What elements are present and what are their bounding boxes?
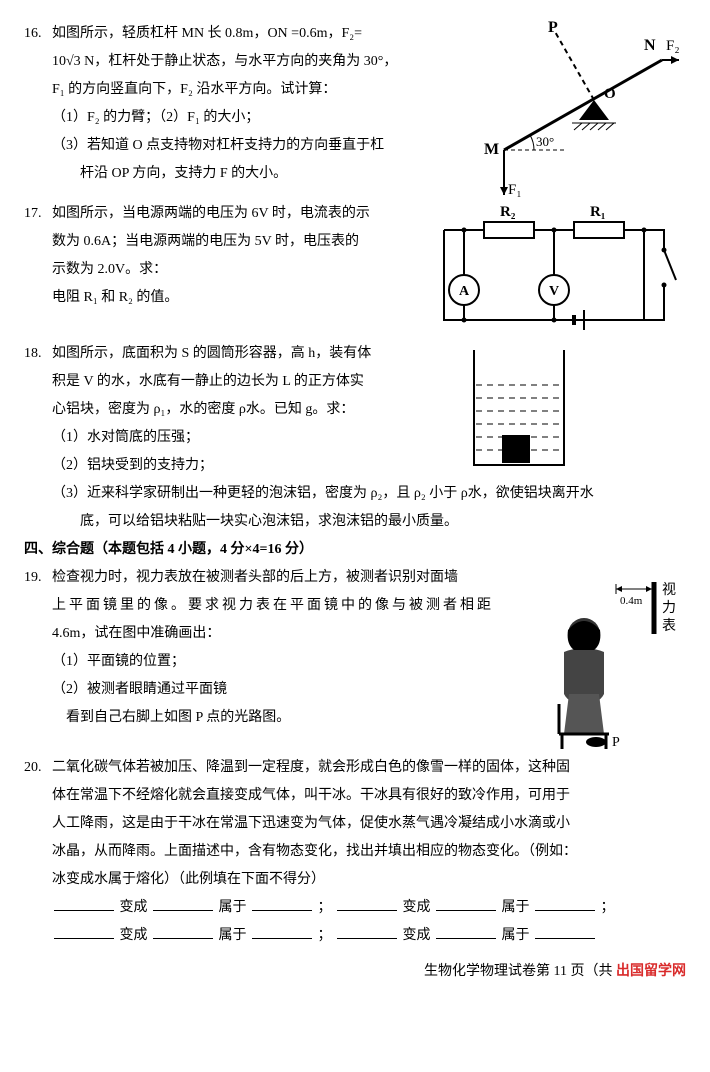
q20-line4: 冰晶，从而降雨。上面描述中，含有物态变化，找出并填出相应的物态变化。（例如： — [24, 838, 686, 866]
q20-line3: 人工降雨，这是由于干冰在常温下迅速变为气体，促使水蒸气遇冷凝结成小水滴或小 — [24, 810, 686, 838]
q17-number: 17. — [24, 200, 52, 228]
blank[interactable] — [535, 895, 595, 911]
q16-label-N: N — [644, 37, 656, 54]
q18-line3: 心铝块，密度为 ρ₁，水的密度 ρ水。已知 g。求： — [24, 396, 444, 424]
q17-line2: 数为 0.6A；当电源两端的电压为 5V 时，电压表的 — [24, 228, 424, 256]
q19-number: 19. — [24, 564, 52, 592]
q17: 17. 如图所示，当电源两端的电压为 6V 时，电流表的示 数为 0.6A；当电… — [24, 200, 686, 340]
q20-number: 20. — [24, 754, 52, 782]
q20: 20. 二氧化碳气体若被加压、降温到一定程度，就会形成白色的像雪一样的固体，这种… — [24, 754, 686, 950]
blank[interactable] — [153, 923, 213, 939]
blank[interactable] — [54, 923, 114, 939]
q18-line2: 积是 V 的水，水底有一静止的边长为 L 的正方体实 — [24, 368, 444, 396]
blank[interactable] — [436, 895, 496, 911]
q16: 16. 如图所示，轻质杠杆 MN 长 0.8m，ON =0.6m，F₂= 10√… — [24, 20, 686, 200]
q17-figure: R₂ R₁ A V — [424, 200, 684, 340]
blank[interactable] — [252, 923, 312, 939]
q16-figure: P N F₂ O M 30° F₁ — [444, 20, 684, 200]
q17-label-R1: R₁ — [590, 204, 605, 220]
q19-line2: 上平面镜里的像。要求视力表在平面镜中的像与被测者相距 — [24, 592, 504, 620]
section4-title: 四、综合题（本题包括 4 小题，4 分×4=16 分） — [24, 536, 686, 564]
q18-line1: 如图所示，底面积为 S 的圆筒形容器，高 h，装有体 — [52, 340, 444, 368]
q19: 19. 检查视力时，视力表放在被测者头部的后上方，被测者识别对面墙 上平面镜里的… — [24, 564, 686, 754]
q16-label-F2: F₂ — [666, 38, 680, 54]
blank[interactable] — [252, 895, 312, 911]
q18-figure — [444, 340, 594, 480]
q20-blanks-row2: 变成 属于 ； 变成 属于 — [24, 922, 686, 950]
q19-sub3: 看到自己右脚上如图 P 点的光路图。 — [24, 704, 504, 732]
q19-figure: 视 力 表 0.4m P — [504, 564, 684, 754]
q19-sub2: （2）被测者眼睛通过平面镜 — [24, 676, 504, 704]
q18-sub2: （2）铝块受到的支持力； — [24, 452, 444, 480]
q16-label-M: M — [484, 141, 499, 158]
q17-line1: 如图所示，当电源两端的电压为 6V 时，电流表的示 — [52, 200, 424, 228]
q20-line1: 二氧化碳气体若被加压、降温到一定程度，就会形成白色的像雪一样的固体，这种固 — [52, 754, 686, 782]
page-footer: 生物化学物理试卷第 11 页（共 出国留学网 — [24, 958, 686, 986]
q16-label-angle: 30° — [536, 134, 554, 149]
svg-text:表: 表 — [662, 618, 676, 634]
blank[interactable] — [436, 923, 496, 939]
q19-label-chart1: 视 — [662, 582, 676, 598]
footer-text: 生物化学物理试卷第 11 页（共 — [424, 964, 612, 979]
q17-line4: 电阻 R₁ 和 R₂ 的值。 — [24, 284, 424, 312]
q16-sub1: （1）F₂ 的力臂；（2）F₁ 的大小； — [24, 104, 444, 132]
blank[interactable] — [153, 895, 213, 911]
q17-label-A: A — [459, 284, 470, 299]
q18-sub1: （1）水对筒底的压强； — [24, 424, 444, 452]
q19-label-dist: 0.4m — [620, 595, 643, 607]
q16-label-P: P — [548, 20, 558, 36]
q19-sub1: （1）平面镜的位置； — [24, 648, 504, 676]
q16-label-F1: F₁ — [508, 182, 522, 198]
q16-line1: 如图所示，轻质杠杆 MN 长 0.8m，ON =0.6m，F₂= — [52, 20, 444, 48]
q18-sub3b: 底，可以给铝块粘贴一块实心泡沫铝，求泡沫铝的最小质量。 — [24, 508, 686, 536]
svg-text:力: 力 — [662, 600, 676, 616]
q18-sub3a: （3）近来科学家研制出一种更轻的泡沫铝，密度为 ρ₂，且 ρ₂ 小于 ρ水，欲使… — [24, 480, 686, 508]
q17-label-V: V — [549, 284, 559, 299]
q16-sub3a: （3）若知道 O 点支持物对杠杆支持力的方向垂直于杠 — [24, 132, 444, 160]
q16-line3: F₁ 的方向竖直向下，F₂ 沿水平方向。试计算： — [24, 76, 444, 104]
q17-label-R2: R₂ — [500, 204, 516, 220]
q16-line2: 10√3 N，杠杆处于静止状态，与水平方向的夹角为 30°， — [24, 48, 444, 76]
q16-sub3b: 杆沿 OP 方向，支持力 F 的大小。 — [24, 160, 444, 188]
blank[interactable] — [54, 895, 114, 911]
q18-number: 18. — [24, 340, 52, 368]
footer-brand: 出国留学网 — [616, 964, 686, 979]
blank[interactable] — [337, 923, 397, 939]
blank[interactable] — [337, 895, 397, 911]
q16-label-O: O — [604, 86, 616, 102]
q20-line5: 冰变成水属于熔化）（此例填在下面不得分） — [24, 866, 686, 894]
q20-line2: 体在常温下不经熔化就会直接变成气体，叫干冰。干冰具有很好的致冷作用，可用于 — [24, 782, 686, 810]
q18: 18. 如图所示，底面积为 S 的圆筒形容器，高 h，装有体 积是 V 的水，水… — [24, 340, 686, 480]
q17-line3: 示数为 2.0V。求： — [24, 256, 424, 284]
q19-label-P: P — [612, 735, 620, 750]
q19-line1: 检查视力时，视力表放在被测者头部的后上方，被测者识别对面墙 — [52, 564, 504, 592]
q19-line3: 4.6m，试在图中准确画出： — [24, 620, 504, 648]
q16-number: 16. — [24, 20, 52, 48]
q20-blanks-row1: 变成 属于 ； 变成 属于 ； — [24, 894, 686, 922]
blank[interactable] — [535, 923, 595, 939]
